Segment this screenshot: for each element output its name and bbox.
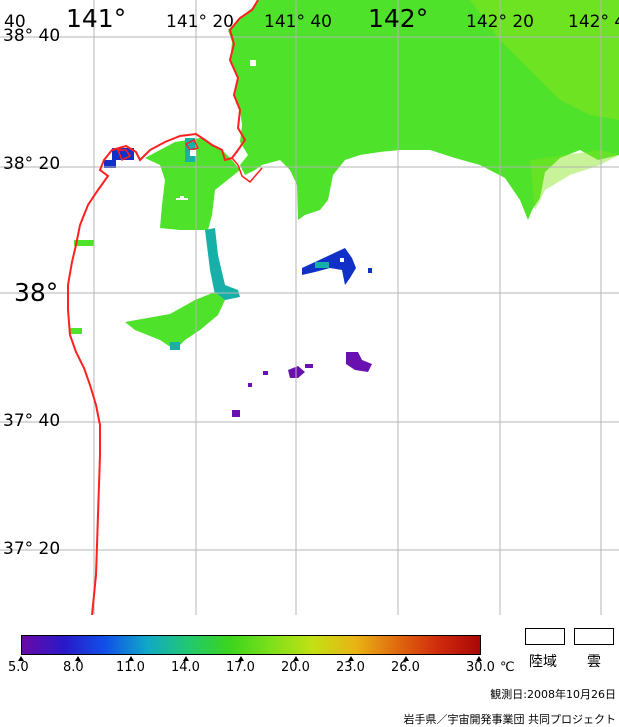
sst-patch-cyan xyxy=(170,342,180,350)
sst-patch-purple-3 xyxy=(305,364,313,368)
sst-patch-offshore-dot xyxy=(368,268,372,273)
colorbar-label-26: 26.0 xyxy=(391,660,420,675)
colorbar-unit: ℃ xyxy=(500,660,515,675)
coastline-bay-islands xyxy=(116,138,200,162)
colorbar-label-30: 30.0 xyxy=(466,660,495,675)
lat-label-37-40: 37° 40 xyxy=(3,411,61,431)
lat-label-38-20: 38° 20 xyxy=(3,154,61,174)
sst-region-bay-channel xyxy=(205,228,240,300)
colorbar-label-17: 17.0 xyxy=(226,660,255,675)
colorbar-tick xyxy=(18,656,24,661)
colorbar-label-5: 5.0 xyxy=(8,660,29,675)
lat-label-37-20: 37° 20 xyxy=(3,539,61,559)
coastline xyxy=(67,0,259,615)
colorbar-tick xyxy=(183,656,189,661)
sst-patch-coast-south xyxy=(70,328,82,334)
colorbar-label-8: 8.0 xyxy=(63,660,84,675)
observation-date: 観測日:2008年10月26日 xyxy=(490,688,616,701)
sst-patch-bay-blue-2 xyxy=(104,160,116,168)
land-legend-swatch xyxy=(525,628,565,645)
colorbar-tick xyxy=(75,656,81,661)
sst-patch-purple-1 xyxy=(346,352,372,372)
temperature-colorbar xyxy=(21,635,481,655)
colorbar-tick xyxy=(238,656,244,661)
colorbar-label-11: 11.0 xyxy=(116,660,145,675)
lon-label-141-40: 141° 40 xyxy=(264,12,332,32)
lon-label-141: 141° xyxy=(66,4,127,33)
sst-region-south-tongue xyxy=(125,292,225,350)
sst-patch-purple-6 xyxy=(232,410,240,417)
lon-label-141-20: 141° 20 xyxy=(166,12,234,32)
cloud-legend-label: 雲 xyxy=(587,654,601,670)
sst-map xyxy=(0,0,619,615)
graticule xyxy=(0,0,619,615)
lon-label-142-40: 142° 4 xyxy=(568,12,619,32)
sst-region-bay xyxy=(145,138,240,230)
lon-label-140-40: 40 xyxy=(4,12,26,32)
project-credit: 岩手県／宇宙開発事業団 共同プロジェクト xyxy=(403,713,617,726)
colorbar-label-23: 23.0 xyxy=(336,660,365,675)
sst-patch-offshore-cyan xyxy=(315,262,329,268)
lat-label-38-40: 38° 40 xyxy=(3,26,61,46)
sst-patch-purple-5 xyxy=(248,383,252,387)
colorbar-label-14: 14.0 xyxy=(171,660,200,675)
colorbar-tick xyxy=(128,656,134,661)
sst-patch-coast-north xyxy=(74,240,94,246)
cloud-legend-swatch xyxy=(574,628,614,645)
lon-label-142: 142° xyxy=(368,4,429,33)
colorbar-tick xyxy=(293,656,299,661)
colorbar-label-20: 20.0 xyxy=(281,660,310,675)
lat-label-38: 38° xyxy=(14,278,59,307)
sst-region-east-light xyxy=(530,150,619,210)
colorbar-tick xyxy=(403,656,409,661)
cloud-pixels-bay xyxy=(176,60,344,262)
lon-label-142-20: 142° 20 xyxy=(466,12,534,32)
sst-patch-purple-4 xyxy=(263,371,268,375)
land-legend-label: 陸域 xyxy=(529,654,557,670)
colorbar-tick xyxy=(476,656,482,661)
sst-region-north-light xyxy=(470,0,619,120)
colorbar-tick xyxy=(348,656,354,661)
coastline-bay-inner xyxy=(231,157,263,184)
